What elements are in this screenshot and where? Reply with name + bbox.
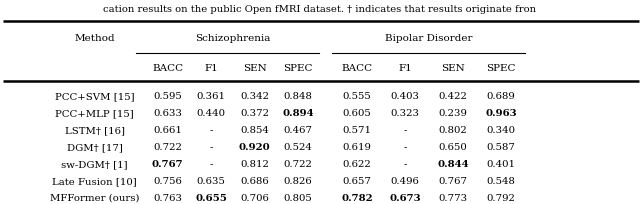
Text: -: - [403,143,407,152]
Text: -: - [209,160,213,169]
Text: 0.844: 0.844 [437,160,469,169]
Text: 0.767: 0.767 [152,160,184,169]
Text: Schizophrenia: Schizophrenia [195,34,271,43]
Text: 0.440: 0.440 [196,109,226,118]
Text: -: - [209,143,213,152]
Text: 0.689: 0.689 [487,92,515,101]
Text: 0.622: 0.622 [343,160,371,169]
Text: SPEC: SPEC [486,64,516,73]
Text: 0.802: 0.802 [439,126,467,135]
Text: SEN: SEN [441,64,465,73]
Text: 0.650: 0.650 [439,143,467,152]
Text: SPEC: SPEC [284,64,313,73]
Text: 0.763: 0.763 [153,194,182,203]
Text: sw-DGM† [1]: sw-DGM† [1] [61,160,128,169]
Text: 0.756: 0.756 [153,177,182,186]
Text: 0.372: 0.372 [240,109,269,118]
Text: 0.595: 0.595 [154,92,182,101]
Text: 0.633: 0.633 [153,109,182,118]
Text: 0.767: 0.767 [438,177,468,186]
Text: 0.782: 0.782 [341,194,373,203]
Text: 0.635: 0.635 [196,177,226,186]
Text: 0.340: 0.340 [486,126,516,135]
Text: 0.920: 0.920 [239,143,271,152]
Text: SEN: SEN [243,64,267,73]
Text: 0.467: 0.467 [284,126,313,135]
Text: BACC: BACC [342,64,372,73]
Text: 0.773: 0.773 [438,194,468,203]
Text: 0.894: 0.894 [282,109,314,118]
Text: 0.323: 0.323 [390,109,420,118]
Text: 0.661: 0.661 [153,126,182,135]
Text: 0.555: 0.555 [343,92,371,101]
Text: 0.792: 0.792 [486,194,516,203]
Text: Bipolar Disorder: Bipolar Disorder [385,34,473,43]
Text: 0.496: 0.496 [390,177,420,186]
Text: LSTM† [16]: LSTM† [16] [65,126,125,135]
Text: 0.963: 0.963 [485,109,517,118]
Text: 0.805: 0.805 [284,194,312,203]
Text: 0.722: 0.722 [153,143,182,152]
Text: 0.854: 0.854 [240,126,269,135]
Text: Late Fusion [10]: Late Fusion [10] [52,177,137,186]
Text: 0.361: 0.361 [196,92,226,101]
Text: 0.403: 0.403 [390,92,420,101]
Text: 0.706: 0.706 [240,194,269,203]
Text: 0.239: 0.239 [438,109,468,118]
Text: DGM† [17]: DGM† [17] [67,143,123,152]
Text: 0.812: 0.812 [240,160,269,169]
Text: 0.422: 0.422 [438,92,468,101]
Text: 0.673: 0.673 [389,194,421,203]
Text: 0.686: 0.686 [241,177,269,186]
Text: PCC+SVM [15]: PCC+SVM [15] [55,92,134,101]
Text: 0.826: 0.826 [284,177,312,186]
Text: 0.524: 0.524 [284,143,313,152]
Text: 0.722: 0.722 [284,160,313,169]
Text: 0.571: 0.571 [342,126,372,135]
Text: BACC: BACC [152,64,183,73]
Text: F1: F1 [398,64,412,73]
Text: 0.548: 0.548 [486,177,516,186]
Text: F1: F1 [204,64,218,73]
Text: PCC+MLP [15]: PCC+MLP [15] [55,109,134,118]
Text: -: - [403,160,407,169]
Text: 0.619: 0.619 [342,143,372,152]
Text: 0.342: 0.342 [240,92,269,101]
Text: 0.655: 0.655 [195,194,227,203]
Text: cation results on the public Open fMRI dataset. † indicates that results origina: cation results on the public Open fMRI d… [104,5,536,14]
Text: -: - [403,126,407,135]
Text: 0.605: 0.605 [343,109,371,118]
Text: -: - [209,126,213,135]
Text: 0.587: 0.587 [486,143,516,152]
Text: 0.848: 0.848 [284,92,313,101]
Text: Method: Method [74,34,115,43]
Text: 0.401: 0.401 [486,160,516,169]
Text: 0.657: 0.657 [342,177,372,186]
Text: MFFormer (ours): MFFormer (ours) [50,194,140,203]
